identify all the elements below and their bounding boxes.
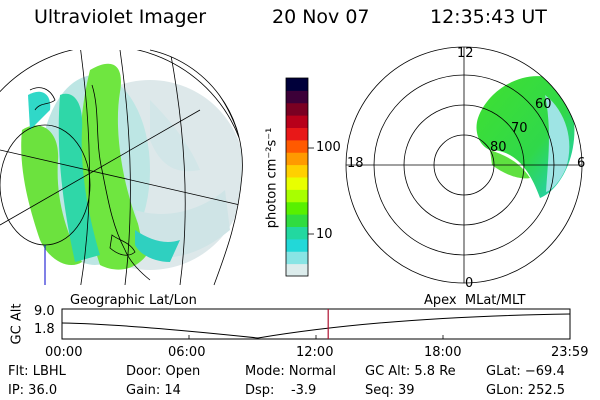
mlat-label-70: 70 xyxy=(511,121,528,136)
time-tick-1200: 12:00 xyxy=(296,345,334,360)
glon-info: GLon: 252.5 xyxy=(486,383,566,398)
door-info: Door: Open xyxy=(126,364,201,379)
alt-tick-9: 9.0 xyxy=(34,304,55,319)
colorbar-segment xyxy=(286,127,308,141)
mode-info: Mode: Normal xyxy=(245,364,336,379)
orbit-altitude-panel xyxy=(61,308,571,340)
mlat-label-80: 80 xyxy=(490,140,507,155)
mlt-label-18: 18 xyxy=(347,156,364,171)
color-scale-bar xyxy=(285,77,314,277)
date-label: 20 Nov 07 xyxy=(272,6,370,28)
colorbar-segment xyxy=(286,164,308,178)
seq-info: Seq: 39 xyxy=(365,383,415,398)
colorbar-segment xyxy=(286,115,308,128)
dsp-info: Dsp: -3.9 xyxy=(245,383,317,398)
gc-alt-axis-label: GC Alt xyxy=(9,303,25,345)
colorbar-segment xyxy=(286,102,308,116)
apex-panel-title: Apex MLat/MLT xyxy=(424,293,526,308)
colorbar-segment xyxy=(286,201,308,215)
colorbar-segment xyxy=(286,152,308,166)
gain-info: Gain: 14 xyxy=(126,383,181,398)
colorbar-tick-100: 100 xyxy=(316,140,341,155)
colorbar-unit-label: photon cm⁻²s⁻¹ xyxy=(264,127,280,229)
colorbar-segment xyxy=(286,78,308,91)
colorbar-segment xyxy=(286,177,308,190)
geographic-panel-title: Geographic Lat/Lon xyxy=(70,293,197,308)
flt-info: Flt: LBHL xyxy=(8,364,66,379)
mlt-label-12: 12 xyxy=(457,46,474,61)
geographic-image-panel xyxy=(0,49,243,286)
ip-info: IP: 36.0 xyxy=(8,383,58,398)
colorbar-segment xyxy=(286,226,308,240)
glat-info: GLat: −69.4 xyxy=(486,364,565,379)
polar-mlt-plot xyxy=(345,46,583,284)
time-tick-2359: 23:59 xyxy=(551,345,589,360)
mlt-label-0: 0 xyxy=(465,276,474,291)
time-label: 12:35:43 UT xyxy=(430,6,547,28)
mlat-label-60: 60 xyxy=(535,97,552,112)
colorbar-segment xyxy=(286,214,308,227)
colorbar-tick-10: 10 xyxy=(316,227,333,242)
instrument-title: Ultraviolet Imager xyxy=(34,6,207,28)
colorbar-segment xyxy=(286,263,308,277)
time-tick-1800: 18:00 xyxy=(424,345,462,360)
time-tick-0600: 06:00 xyxy=(168,345,206,360)
time-tick-0000: 00:00 xyxy=(45,345,83,360)
mlt-label-6: 6 xyxy=(577,156,586,171)
colorbar-segment xyxy=(286,139,308,153)
alt-tick-1-8: 1.8 xyxy=(34,322,55,337)
colorbar-segment xyxy=(286,189,308,203)
colorbar-segment xyxy=(286,251,308,265)
colorbar-segment xyxy=(286,238,308,252)
gc-alt-info: GC Alt: 5.8 Re xyxy=(365,364,456,379)
header: Ultraviolet Imager 20 Nov 07 12:35:43 UT xyxy=(0,0,600,40)
colorbar-segment xyxy=(286,90,308,104)
